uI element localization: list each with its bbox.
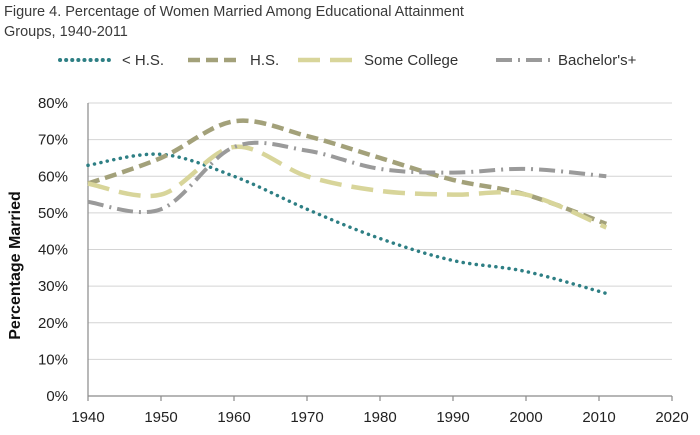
x-tick-label-2: 1960 <box>217 409 250 426</box>
y-tick-label-6: 60% <box>38 168 68 185</box>
x-tick-label-6: 2000 <box>509 409 542 426</box>
grid-lines <box>88 102 672 360</box>
y-tick-label-3: 30% <box>38 278 68 295</box>
x-tick-label-1: 1950 <box>144 409 177 426</box>
y-tick-label-5: 50% <box>38 205 68 222</box>
legend: < H.S. H.S. Some College Bachelor's+ <box>58 50 698 74</box>
legend-label-some-college: Some College <box>364 52 459 69</box>
y-tick-label-2: 20% <box>38 315 68 332</box>
chart-title-line-2: Groups, 1940-2011 <box>4 24 128 40</box>
legend-label-lt-hs: < H.S. <box>122 52 165 69</box>
y-tick-label-0: 0% <box>46 388 68 405</box>
chart-title: Figure 4. Percentage of Women Married Am… <box>4 2 624 42</box>
series-line-lt-hs <box>86 152 609 296</box>
y-axis-label: Percentage Married <box>7 191 24 340</box>
y-tick-label-1: 10% <box>38 351 68 368</box>
y-tick-label-8: 80% <box>38 95 68 112</box>
legend-label-bachelors: Bachelor's+ <box>558 52 637 69</box>
series-line-some-college <box>87 144 608 230</box>
legend-label-hs: H.S. <box>250 52 280 69</box>
y-tick-labels: 0% 10% 20% 30% 40% 50% 60% 70% 80% <box>38 95 68 405</box>
x-tick-label-8: 2020 <box>655 409 688 426</box>
series-line-bachelors <box>87 140 607 215</box>
y-tick-label-7: 70% <box>38 132 68 149</box>
legend-swatch-some-college <box>298 57 352 63</box>
x-tick-label-0: 1940 <box>71 409 104 426</box>
chart-title-line-1: Figure 4. Percentage of Women Married Am… <box>4 4 464 20</box>
axes <box>87 103 673 401</box>
legend-swatch-hs <box>188 57 242 63</box>
x-tick-label-5: 1990 <box>436 409 469 426</box>
legend-swatch-bachelors <box>496 58 550 62</box>
x-tick-label-3: 1970 <box>290 409 323 426</box>
x-tick-label-7: 2010 <box>582 409 615 426</box>
y-tick-label-4: 40% <box>38 242 68 259</box>
series-line-hs <box>87 118 608 227</box>
series-lines <box>86 118 609 296</box>
x-tick-labels: 1940 1950 1960 1970 1980 1990 2000 2010 2020 <box>71 409 688 426</box>
x-tick-label-4: 1980 <box>363 409 396 426</box>
